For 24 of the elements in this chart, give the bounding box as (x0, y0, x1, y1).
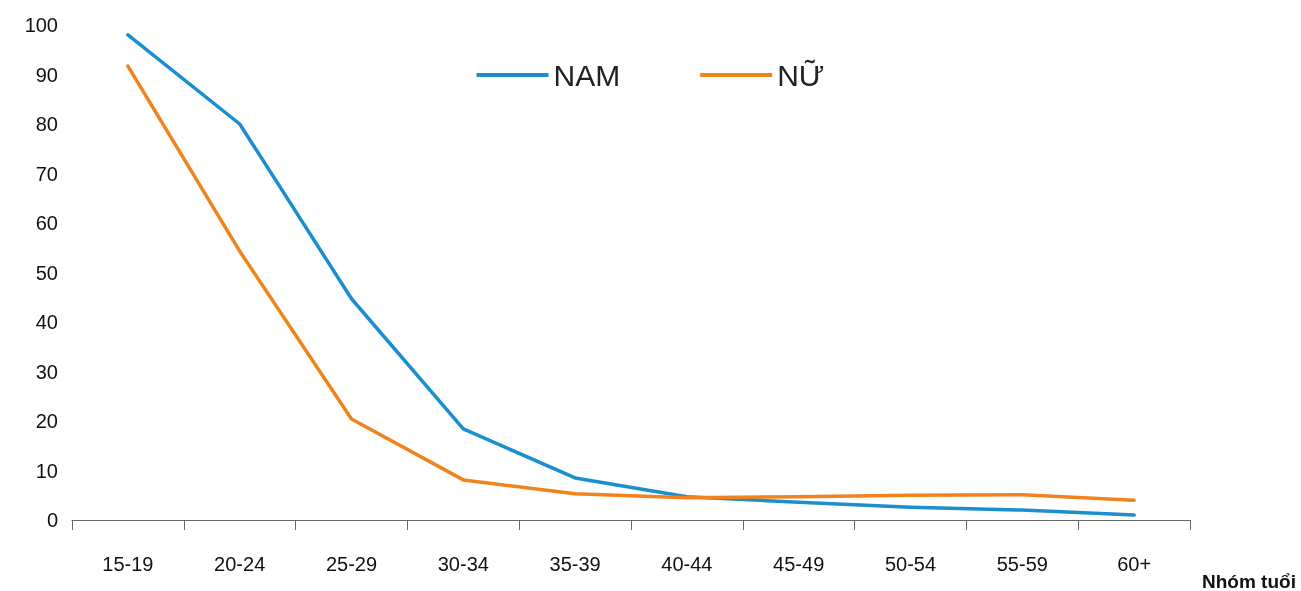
y-tick-label: 40 (35, 311, 58, 333)
x-tick-label: 20-24 (214, 553, 266, 575)
x-tick-label: 35-39 (549, 553, 601, 575)
y-tick-label: 10 (35, 459, 58, 482)
y-tick-label: 20 (35, 410, 58, 432)
legend-label: NAM (553, 58, 621, 92)
x-axis-title: Nhóm tuổi (1202, 571, 1296, 591)
y-tick-label: 80 (35, 113, 58, 135)
y-tick-label: 0 (46, 509, 58, 531)
y-tick-label: 60 (35, 212, 58, 234)
x-tick-label: 25-29 (325, 553, 378, 575)
y-tick-label: 90 (35, 63, 58, 86)
x-tick-label: 60+ (1117, 553, 1152, 575)
x-tick-label: 55-59 (996, 553, 1048, 575)
legend-label: NỮ (777, 58, 825, 92)
y-tick-label: 50 (35, 261, 58, 284)
x-tick-label: 40-44 (661, 553, 713, 575)
x-tick-label: 15-19 (102, 553, 154, 575)
y-tick-label: 30 (35, 360, 58, 383)
x-tick-label: 30-34 (437, 553, 489, 575)
x-tick-label: 50-54 (884, 553, 937, 575)
y-tick-label: 70 (35, 162, 58, 185)
y-tick-label: 100 (24, 14, 58, 36)
x-tick-label: 45-49 (773, 553, 825, 575)
